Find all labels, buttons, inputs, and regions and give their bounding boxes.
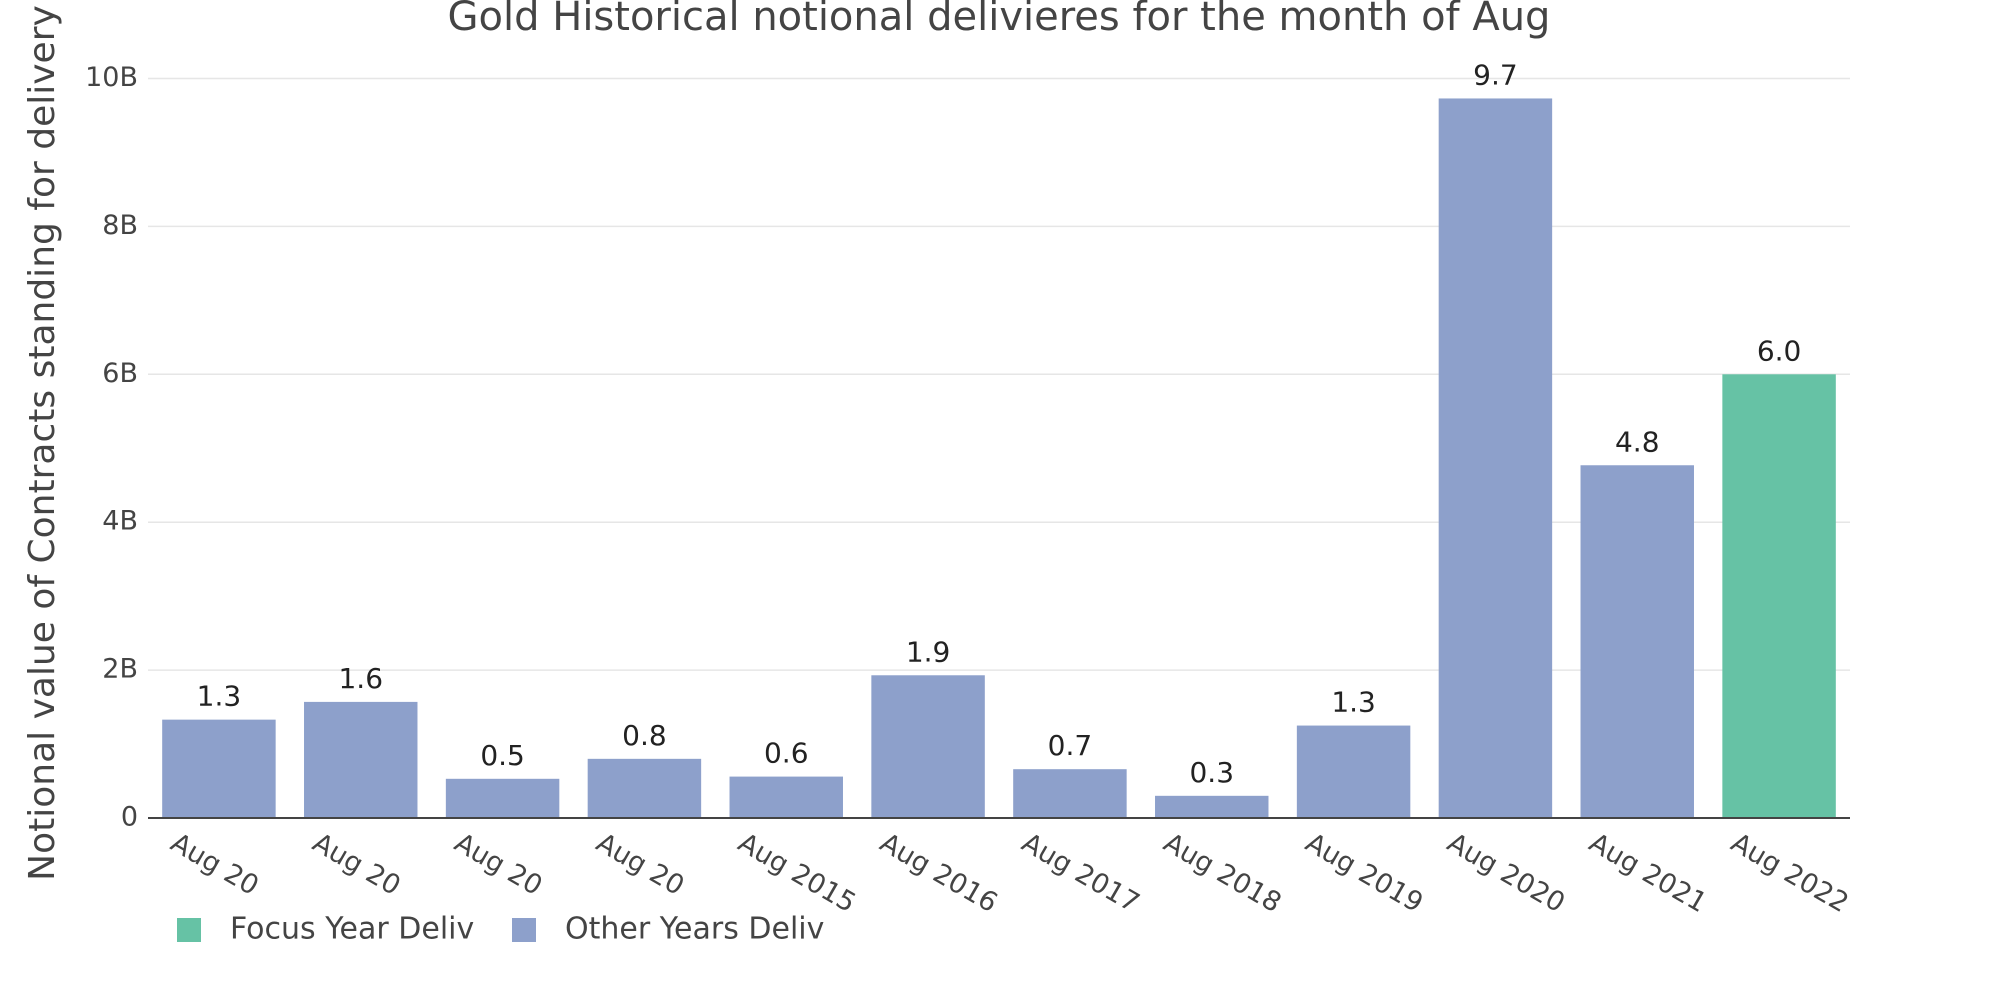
data-label: 1.6 [338,662,383,695]
x-tick-label: Aug 2017 [1016,827,1144,919]
bar[interactable] [587,758,702,818]
x-tick-label: Aug 2018 [1158,827,1286,919]
y-tick-labels: 0 2B 4B 6B 8B 10B [85,62,138,833]
y-tick-label: 8B [102,210,138,241]
x-tick-label: Aug 20 [307,827,405,902]
x-tick-label: Aug 2019 [1300,827,1428,919]
y-tick-label: 2B [102,654,138,685]
bar[interactable] [1722,374,1836,818]
bar[interactable] [1013,769,1127,818]
data-label: 0.3 [1189,756,1234,789]
bar[interactable] [729,776,843,818]
data-label: 1.3 [197,680,242,713]
bar[interactable] [162,719,276,818]
y-tick-label: 4B [102,506,138,537]
x-tick-label: Aug 2020 [1442,827,1570,919]
y-tick-label: 6B [102,358,138,389]
data-label: 4.8 [1615,425,1660,458]
legend[interactable]: Focus Year Deliv Other Years Deliv [177,912,824,947]
data-label: 9.7 [1473,58,1518,91]
x-tick-labels: Aug 20 Aug 20 Aug 20 Aug 20 Aug 2015 Aug 2016… [165,827,1853,919]
legend-item-label[interactable]: Focus Year Deliv [230,912,474,947]
bar[interactable] [1438,98,1553,818]
gridlines [148,77,1850,671]
x-tick-label: Aug 2021 [1584,827,1712,919]
x-tick-label: Aug 20 [165,827,263,902]
bar[interactable] [1580,465,1694,818]
x-tick-label: Aug 2015 [733,827,861,919]
bar[interactable] [304,701,418,818]
bars [162,98,1836,818]
y-tick-label: 10B [85,62,138,93]
x-tick-label: Aug 2022 [1726,827,1854,919]
x-tick-label: Aug 20 [449,827,547,902]
data-label: 1.9 [906,635,951,668]
x-tick-label: Aug 20 [591,827,689,902]
x-tick-label: Aug 2016 [875,827,1003,919]
y-axis-title: Notional value of Contracts standing for… [22,5,63,881]
data-label: 0.6 [764,737,809,770]
bar[interactable] [871,675,985,818]
legend-item-label[interactable]: Other Years Deliv [565,912,824,947]
data-label: 6.0 [1757,334,1802,367]
y-tick-label: 0 [121,802,138,833]
data-label: 0.7 [1048,729,1093,762]
bar[interactable] [1296,725,1411,818]
data-label: 0.8 [622,719,667,752]
legend-swatch[interactable] [177,918,201,942]
bar[interactable] [445,778,560,818]
legend-swatch[interactable] [512,918,536,942]
chart-title: Gold Historical notional delivieres for … [448,0,1551,40]
bar[interactable] [1155,795,1269,818]
data-label: 0.5 [480,739,525,772]
data-labels: 1.3 1.6 0.5 0.8 0.6 1.9 0.7 0.3 1.3 9.7 4.8 6.0 [197,58,1802,788]
data-label: 1.3 [1331,686,1376,719]
